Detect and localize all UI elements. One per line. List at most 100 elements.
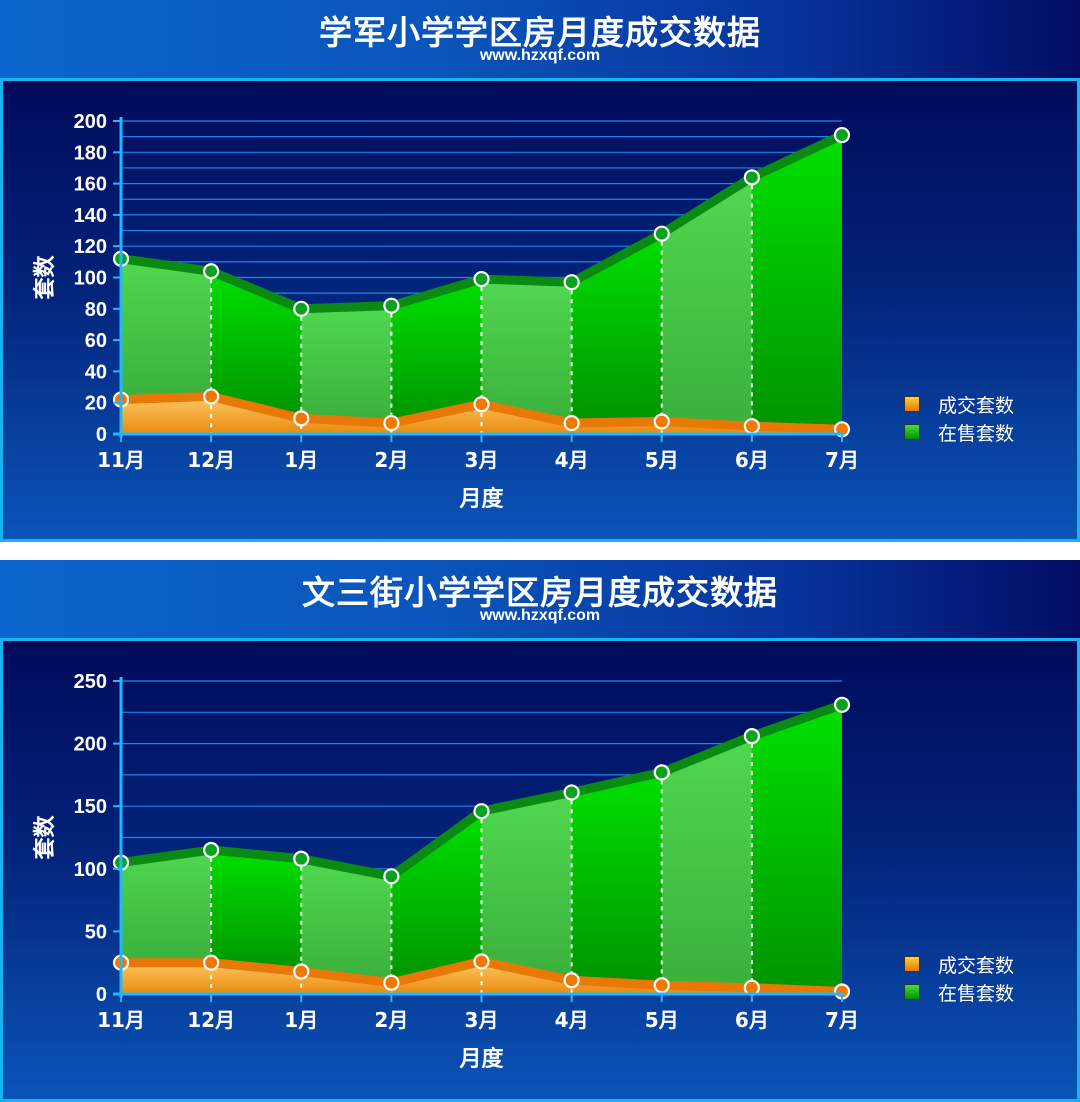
onsale-point	[203, 263, 220, 280]
sold-point	[383, 414, 400, 432]
onsale-point	[383, 297, 400, 314]
onsale-area-segment	[661, 177, 752, 427]
onsale-point	[383, 868, 400, 885]
sold-point	[293, 963, 310, 980]
onsale-area-segment	[751, 135, 842, 430]
chart-subtitle: www.hzxqf.com	[479, 47, 601, 64]
legend-swatch-sold	[904, 396, 920, 412]
onsale-area-segment	[481, 279, 572, 424]
onsale-area-segment	[481, 792, 572, 981]
legend-item-sold: 成交套数	[904, 950, 1014, 978]
x-tick-label: 6月	[735, 448, 769, 472]
x-tick-label: 2月	[374, 1008, 408, 1032]
sold-point	[653, 977, 670, 994]
sold-point	[383, 974, 400, 991]
onsale-point	[563, 784, 580, 801]
legend-item-sold: 成交套数	[904, 390, 1014, 418]
legend-item-onsale: 在售套数	[904, 418, 1014, 446]
x-tick-label: 3月	[465, 1008, 499, 1032]
x-tick-label: 5月	[645, 1008, 679, 1032]
x-axis-title: 月度	[458, 486, 504, 512]
chart-svg: 0 20 40 60 80 100 120 140 160 180 200 11月 12月 1月 2月 3月 4…	[32, 111, 859, 512]
legend-swatch-onsale	[904, 424, 920, 440]
onsale-area-segment	[751, 704, 842, 992]
x-tick-label: 7月	[825, 448, 859, 472]
onsale-point	[833, 126, 851, 144]
y-tick-label: 160	[74, 174, 107, 196]
onsale-area-segment	[301, 858, 392, 983]
onsale-point	[743, 169, 760, 186]
x-tick-label: 11月	[97, 1008, 145, 1032]
sold-point	[743, 418, 760, 435]
x-tick-label: 6月	[735, 1008, 769, 1032]
sold-point	[293, 410, 310, 427]
y-tick-label: 60	[85, 330, 107, 352]
x-tick-label: 12月	[187, 448, 235, 472]
y-tick-label: 120	[74, 236, 107, 258]
y-tick-label: 150	[74, 796, 107, 818]
y-tick-label: 100	[74, 859, 107, 881]
x-tick-label: 4月	[555, 448, 589, 472]
legend-label: 在售套数	[938, 422, 1015, 445]
onsale-area-segment	[301, 305, 392, 424]
sold-point	[203, 388, 220, 405]
sold-point	[653, 413, 670, 430]
x-axis-title: 月度	[458, 1046, 504, 1072]
onsale-area-segment	[391, 811, 482, 983]
onsale-area-segment	[211, 271, 302, 419]
y-tick-label: 40	[85, 361, 107, 383]
y-tick-label: 0	[96, 984, 107, 1006]
chart-title: 文三街小学学区房月度成交数据	[302, 573, 778, 612]
legend-label: 成交套数	[938, 394, 1015, 417]
legend: 成交套数 在售套数	[904, 390, 1014, 446]
onsale-area-segment	[211, 850, 302, 972]
onsale-point	[293, 300, 310, 317]
x-tick-label: 12月	[187, 1008, 235, 1032]
chart-panel-xuejun: 学军小学学区房月度成交数据 www.hzxqf.com 0 20 40 60 80 100…	[0, 0, 1080, 542]
onsale-point	[563, 274, 580, 291]
onsale-point	[653, 225, 670, 242]
sold-point	[563, 972, 580, 989]
y-tick-label: 50	[85, 921, 107, 943]
y-tick-label: 250	[74, 671, 107, 693]
legend-swatch-sold	[904, 956, 920, 972]
y-tick-label: 200	[74, 734, 107, 756]
x-tick-label: 2月	[374, 448, 408, 472]
sold-point	[203, 954, 220, 971]
x-tick-label: 3月	[465, 448, 499, 472]
chart-subtitle: www.hzxqf.com	[479, 607, 601, 624]
onsale-point	[653, 764, 670, 781]
sold-point	[473, 396, 490, 413]
y-tick-label: 180	[74, 142, 107, 164]
onsale-point	[473, 803, 490, 820]
onsale-point	[203, 841, 220, 859]
onsale-point	[473, 270, 490, 288]
x-tick-label: 11月	[97, 448, 145, 472]
y-tick-label: 200	[74, 111, 107, 133]
y-tick-label: 140	[74, 205, 107, 227]
onsale-area-segment	[571, 772, 662, 986]
onsale-point	[743, 727, 760, 745]
onsale-area-segment	[121, 258, 212, 400]
onsale-point	[293, 850, 310, 867]
onsale-area-segment	[391, 279, 482, 424]
onsale-area-segment	[121, 850, 212, 963]
legend: 成交套数 在售套数	[904, 950, 1014, 1006]
onsale-point	[833, 696, 851, 713]
x-tick-label: 4月	[555, 1008, 589, 1032]
chart-panel-wensanjie: 文三街小学学区房月度成交数据 www.hzxqf.com 0 50 100 150 20…	[0, 560, 1080, 1102]
legend-label: 成交套数	[938, 954, 1015, 977]
x-tick-label: 1月	[284, 448, 318, 472]
y-axis-title: 套数	[32, 255, 58, 300]
x-tick-label: 1月	[284, 1008, 318, 1032]
sold-point	[563, 414, 580, 432]
y-tick-label: 80	[85, 299, 107, 321]
onsale-area-segment	[571, 233, 662, 424]
x-tick-label: 7月	[825, 1008, 859, 1032]
y-tick-label: 0	[96, 424, 107, 446]
x-tick-label: 5月	[645, 448, 679, 472]
legend-item-onsale: 在售套数	[904, 978, 1014, 1006]
sold-point	[473, 953, 490, 970]
onsale-area-segment	[661, 736, 752, 988]
y-tick-label: 100	[74, 268, 107, 290]
